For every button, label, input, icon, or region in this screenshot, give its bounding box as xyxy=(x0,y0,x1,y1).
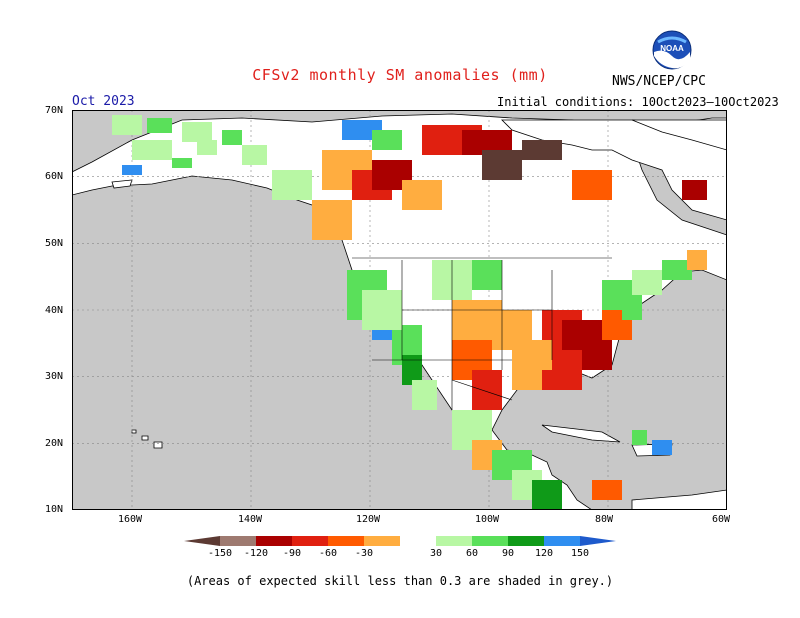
colorbar-tick-label: -150 xyxy=(208,548,232,559)
anomaly-cell xyxy=(482,150,522,180)
colorbar-swatch xyxy=(184,536,220,546)
lat-label-40: 40N xyxy=(45,305,64,316)
colorbar-swatch xyxy=(544,536,580,546)
lat-label-50: 50N xyxy=(45,238,64,249)
border-line xyxy=(451,379,513,401)
colorbar-swatch xyxy=(292,536,328,546)
lon-label-140: 140W xyxy=(238,514,263,525)
anomaly-cell xyxy=(312,200,352,240)
colorbar-tick-label: -30 xyxy=(355,548,373,559)
anomaly-cell xyxy=(222,130,242,145)
colorbar-tick-label: 90 xyxy=(502,548,514,559)
anomaly-cell xyxy=(492,310,532,350)
lon-label-60: 60W xyxy=(712,514,731,525)
map-title: CFSv2 monthly SM anomalies (mm) xyxy=(252,66,548,84)
valid-month-label: Oct 2023 xyxy=(72,94,135,109)
colorbar-swatch xyxy=(472,536,508,546)
anomaly-cell xyxy=(572,170,612,200)
anomaly-cell xyxy=(632,270,662,295)
anomaly-cells xyxy=(112,115,707,510)
anomaly-cell xyxy=(197,140,217,155)
lat-label-10: 10N xyxy=(45,504,64,515)
anomaly-cell xyxy=(362,290,402,330)
lon-label-160: 160W xyxy=(118,514,143,525)
colorbar-swatch xyxy=(580,536,616,546)
lat-label-30: 30N xyxy=(45,371,64,382)
anomaly-cell xyxy=(132,140,172,160)
anomaly-cell xyxy=(402,180,442,210)
lon-label-80: 80W xyxy=(595,514,614,525)
colorbar-swatch xyxy=(220,536,256,546)
anomaly-cell xyxy=(402,355,422,385)
anomaly-cell xyxy=(122,165,142,175)
anomaly-cell xyxy=(147,118,172,133)
anomaly-cell xyxy=(662,260,692,280)
anomaly-cell xyxy=(182,122,212,142)
skill-note: (Areas of expected skill less than 0.3 a… xyxy=(186,574,614,588)
map-canvas xyxy=(71,110,728,511)
anomaly-cell xyxy=(532,480,562,510)
colorbar-tick-label: 120 xyxy=(535,548,553,559)
anomaly-cell xyxy=(372,130,402,150)
anomaly-cell xyxy=(522,140,562,160)
land-polygon xyxy=(111,179,133,189)
colorbar-swatch xyxy=(256,536,292,546)
anomaly-map xyxy=(71,110,728,511)
colorbar-tick-label: 60 xyxy=(466,548,478,559)
initial-conditions-label: Initial conditions: 10Oct2023–10Oct2023 xyxy=(497,95,779,109)
lat-label-20: 20N xyxy=(45,438,64,449)
land-polygon xyxy=(541,424,621,443)
lon-label-100: 100W xyxy=(475,514,500,525)
anomaly-cell xyxy=(532,340,552,370)
anomaly-cell xyxy=(172,158,192,168)
colorbar-swatch xyxy=(328,536,364,546)
anomaly-cell xyxy=(112,115,142,135)
colorbar-tick-label: -120 xyxy=(244,548,268,559)
colorbar-swatch xyxy=(508,536,544,546)
colorbar-swatch xyxy=(364,536,400,546)
lat-label-70: 70N xyxy=(45,105,64,116)
colorbar: -150 -120 -90 -60 -30 30 60 90 120 150 xyxy=(184,536,616,559)
logo-text: NOAA xyxy=(660,44,684,53)
colorbar-swatch xyxy=(436,536,472,546)
lon-label-120: 120W xyxy=(356,514,381,525)
anomaly-cell xyxy=(687,250,707,270)
anomaly-cell xyxy=(242,145,267,165)
noaa-logo: NOAA xyxy=(652,30,692,70)
colorbar-tick-label: 30 xyxy=(430,548,442,559)
anomaly-cell xyxy=(682,180,707,200)
colorbar-swatches xyxy=(184,536,616,546)
land-polygon xyxy=(631,119,728,151)
anomaly-cell xyxy=(632,430,647,445)
lat-label-60: 60N xyxy=(45,171,64,182)
colorbar-swatch xyxy=(400,536,436,546)
colorbar-tick-label: -90 xyxy=(283,548,301,559)
colorbar-tick-label: -60 xyxy=(319,548,337,559)
map-frame xyxy=(72,110,727,510)
colorbar-tick-label: 150 xyxy=(571,548,589,559)
anomaly-cell xyxy=(272,170,312,200)
org-label: NWS/NCEP/CPC xyxy=(612,74,706,89)
anomaly-cell xyxy=(412,380,437,410)
borders-layer xyxy=(352,257,612,410)
colorbar-tick-labels: -150 -120 -90 -60 -30 30 60 90 120 150 xyxy=(208,548,589,559)
anomaly-cell xyxy=(592,480,622,500)
anomaly-cell xyxy=(652,440,672,455)
anomaly-cell xyxy=(472,370,502,410)
anomaly-cell xyxy=(472,260,502,290)
